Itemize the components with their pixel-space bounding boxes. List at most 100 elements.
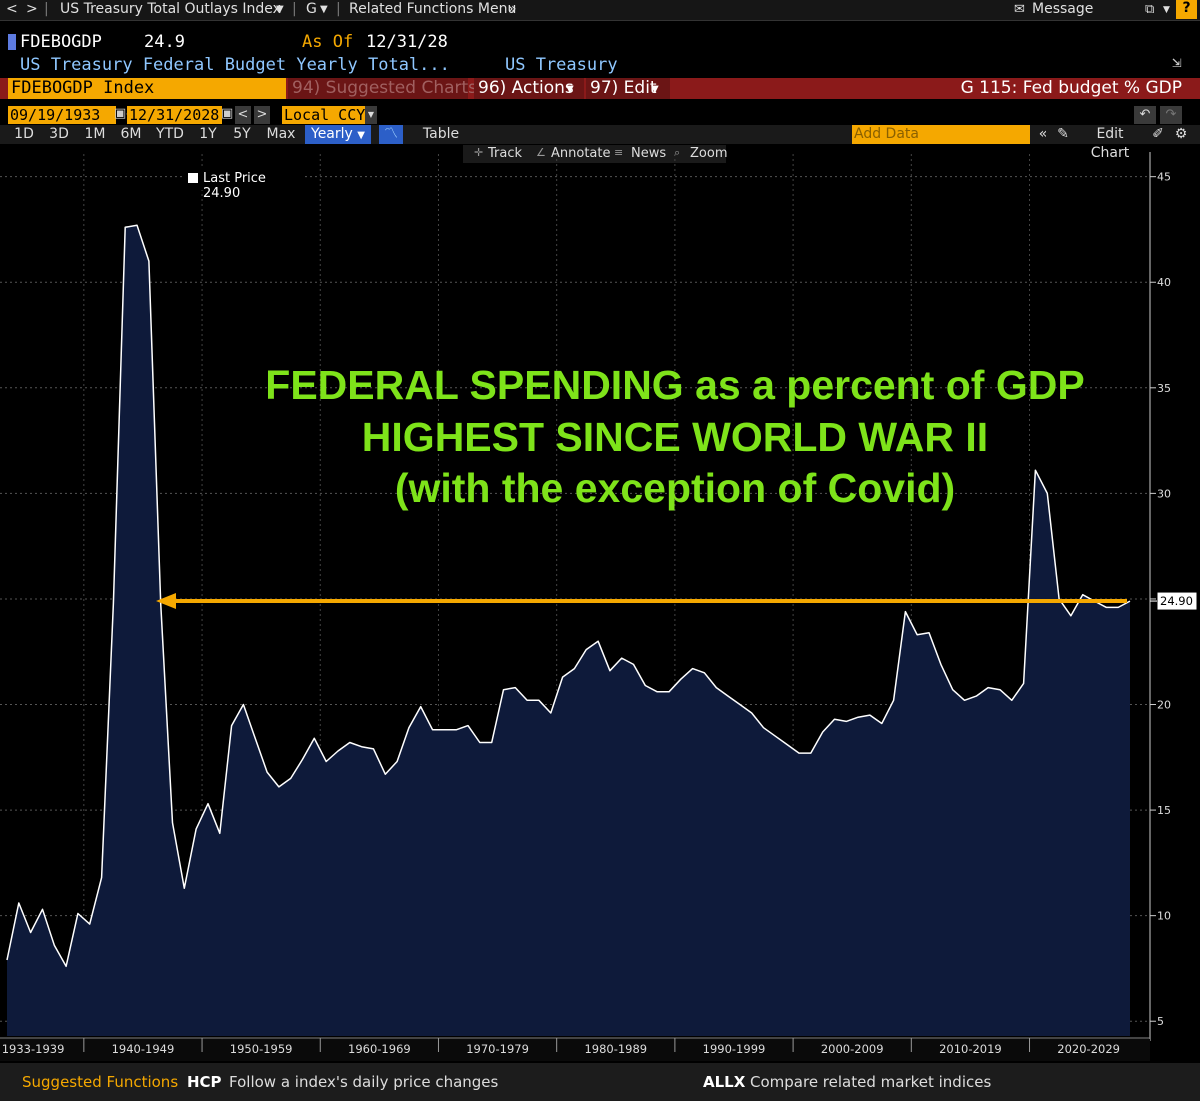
function-dropdown[interactable]: G — [306, 1, 317, 17]
next-period-button[interactable]: > — [254, 106, 270, 124]
function-desc-allx[interactable]: Compare related market indices — [750, 1073, 992, 1091]
frequency-select[interactable]: Yearly ▼ — [305, 125, 371, 144]
headline-line-1: FEDERAL SPENDING as a percent of GDP — [265, 362, 1085, 408]
x-tick-label: 1970-1979 — [466, 1042, 529, 1056]
x-tick-label: 2020-2029 — [1057, 1042, 1120, 1056]
index-field[interactable]: FDEBOGDP Index — [8, 78, 286, 99]
security-header: FDEBOGDP 24.9 As Of 12/31/28 US Treasury… — [0, 30, 1200, 78]
tab-max[interactable]: Max — [266, 126, 296, 142]
annotate-button[interactable]: Annotate — [551, 146, 611, 161]
chart-tools-background — [463, 145, 726, 163]
chart-tools: ✛ Track ∠ Annotate ≡ News ⌕ Zoom — [0, 145, 1200, 164]
suggested-charts-button[interactable]: 94) Suggested Charts — [288, 78, 477, 99]
last-price-label: 24.90 — [1160, 594, 1193, 608]
actions-menu[interactable]: 96) Actions — [474, 78, 584, 99]
legend[interactable]: Last Price 24.90 — [182, 168, 304, 201]
window-icon[interactable]: ⧉ — [1145, 2, 1155, 17]
track-button[interactable]: Track — [488, 146, 523, 161]
currency-select[interactable]: Local CCY — [282, 106, 366, 124]
prev-period-button[interactable]: < — [235, 106, 251, 124]
collapse-icon[interactable]: « — [1038, 126, 1048, 142]
y-tick-label: 40 — [1157, 276, 1171, 289]
function-code-hcp[interactable]: HCP — [187, 1073, 222, 1091]
export-icon[interactable]: ⇲ — [1172, 52, 1182, 71]
series-area-fill — [7, 225, 1130, 1036]
frequency-label: Yearly — [311, 126, 353, 142]
undo-icon[interactable]: ↶ — [1134, 106, 1156, 124]
chart-name: G 115: Fed budget % GDP — [960, 78, 1182, 98]
calendar-icon[interactable]: ▣ — [221, 106, 234, 121]
settings-gear-icon[interactable]: ⚙ — [1174, 126, 1188, 142]
edit-chart-button[interactable]: Edit Chart — [1090, 126, 1130, 161]
function-bar: FDEBOGDP Index 94) Suggested Charts 96) … — [0, 78, 1200, 99]
series-color-swatch — [8, 34, 16, 50]
nav-divider: | — [44, 1, 49, 17]
redo-icon[interactable]: ↷ — [1160, 106, 1182, 124]
legend-label: Last Price 24.90 — [203, 171, 266, 201]
tab-6m[interactable]: 6M — [120, 126, 142, 142]
edit-menu[interactable]: 97) Edit — [586, 78, 670, 99]
range-bar: 09/19/1933 ▣ - 12/31/2028 ▣ < > Local CC… — [0, 106, 1200, 126]
y-tick-label: 5 — [1157, 1015, 1164, 1028]
x-tick-label: 1980-1989 — [584, 1042, 647, 1056]
pencil-icon[interactable]: ✎ — [1057, 126, 1069, 142]
x-tick-label: 1950-1959 — [230, 1042, 293, 1056]
chevron-down-icon[interactable]: ▼ — [320, 4, 328, 15]
tab-3d[interactable]: 3D — [49, 126, 69, 142]
nav-divider: | — [292, 1, 297, 17]
as-of-label: As Of — [302, 32, 354, 52]
chevron-down-icon[interactable]: ▼ — [1163, 5, 1170, 15]
y-tick-label: 20 — [1157, 699, 1171, 712]
ticker: FDEBOGDP — [20, 32, 102, 52]
start-date-input[interactable]: 09/19/1933 — [8, 106, 116, 124]
annotation-arrowhead — [156, 593, 176, 610]
chevron-down-icon[interactable]: ▼ — [276, 4, 284, 15]
chart-type-icon[interactable]: 〽 — [379, 125, 403, 144]
x-tick-label: 1940-1949 — [112, 1042, 175, 1056]
news-button[interactable]: News — [631, 146, 667, 161]
related-functions-menu[interactable]: Related Functions Menu — [349, 1, 517, 17]
x-axis-band — [0, 1039, 1150, 1061]
zoom-icon[interactable]: ⌕ — [674, 146, 681, 159]
chevron-down-icon: ▼ — [651, 84, 659, 95]
news-icon[interactable]: ≡ — [614, 146, 624, 159]
security-description: US Treasury Federal Budget Yearly Total.… — [20, 55, 450, 75]
y-tick-label: 45 — [1157, 171, 1171, 184]
crosshair-icon[interactable]: ✛ — [474, 146, 484, 159]
x-axis: 1933-1939 1940-1949 1950-1959 1960-1969 1970… — [0, 1037, 1150, 1061]
suggested-functions-label[interactable]: Suggested Functions — [22, 1073, 179, 1091]
tab-5y[interactable]: 5Y — [233, 126, 251, 142]
edit-icon[interactable]: ✐ — [1152, 126, 1164, 142]
x-tick-label: 2000-2009 — [821, 1042, 884, 1056]
period-toolbar: 1D 3D 1M 6M YTD 1Y 5Y Max Yearly ▼ 〽 Tab… — [0, 125, 1200, 161]
tab-1m[interactable]: 1M — [84, 126, 106, 142]
x-tick-label: 1960-1969 — [348, 1042, 411, 1056]
function-desc-hcp[interactable]: Follow a index's daily price changes — [229, 1073, 499, 1091]
tab-1d[interactable]: 1D — [14, 126, 34, 142]
end-date-input[interactable]: 12/31/2028 — [127, 106, 222, 124]
forward-icon[interactable]: > — [26, 1, 38, 17]
x-tick-label: 1933-1939 — [2, 1042, 65, 1056]
add-data-input[interactable]: Add Data — [852, 125, 1030, 144]
chevron-down-icon[interactable]: ▼ — [365, 106, 377, 124]
bottom-bar: Suggested Functions HCP Follow a index's… — [0, 1063, 1200, 1101]
y-axis: 5101520253035404524.90 — [1149, 152, 1198, 1041]
message-button[interactable]: Message — [1032, 1, 1094, 17]
x-tick-label: 2010-2019 — [939, 1042, 1002, 1056]
back-icon[interactable]: < — [6, 1, 18, 17]
series-line — [6, 224, 1131, 968]
tab-1y[interactable]: 1Y — [199, 126, 217, 142]
last-value: 24.9 — [144, 32, 185, 52]
double-chevron-icon[interactable]: » — [508, 1, 517, 17]
tab-ytd[interactable]: YTD — [156, 126, 184, 142]
security-source: US Treasury — [505, 55, 618, 75]
zoom-button[interactable]: Zoom — [690, 146, 728, 161]
help-button[interactable]: ? — [1176, 0, 1197, 19]
x-tick-label: 1990-1999 — [703, 1042, 766, 1056]
function-code-allx[interactable]: ALLX — [703, 1073, 746, 1091]
annotate-icon[interactable]: ∠ — [536, 146, 546, 159]
calendar-icon[interactable]: ▣ — [114, 106, 127, 121]
envelope-icon[interactable]: ✉ — [1014, 2, 1025, 17]
security-title-dropdown[interactable]: US Treasury Total Outlays Index — [60, 1, 281, 17]
table-tab[interactable]: Table — [422, 126, 460, 142]
